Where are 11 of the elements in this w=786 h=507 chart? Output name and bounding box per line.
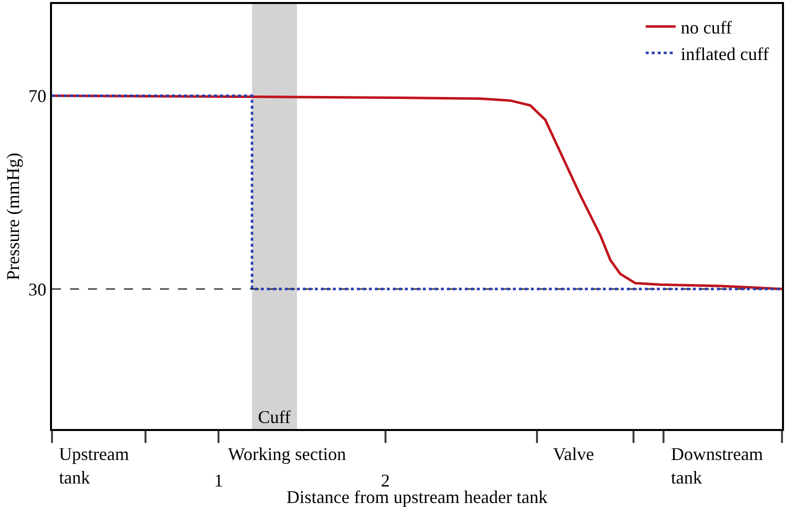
legend-label: no cuff	[680, 17, 732, 38]
text: Working section	[228, 444, 346, 464]
text: Upstream tank	[59, 444, 129, 488]
y-axis-title: Pressure (mmHg)	[3, 152, 24, 280]
text: Downstream tank	[671, 444, 763, 488]
y-tick-label: 30	[28, 279, 46, 300]
text: Valve	[553, 444, 594, 464]
band-label: Cuff	[258, 407, 291, 427]
x-tick-label: 1	[214, 470, 224, 491]
legend-label: inflated cuff	[680, 44, 769, 64]
y-tick-label: 70	[28, 86, 46, 106]
